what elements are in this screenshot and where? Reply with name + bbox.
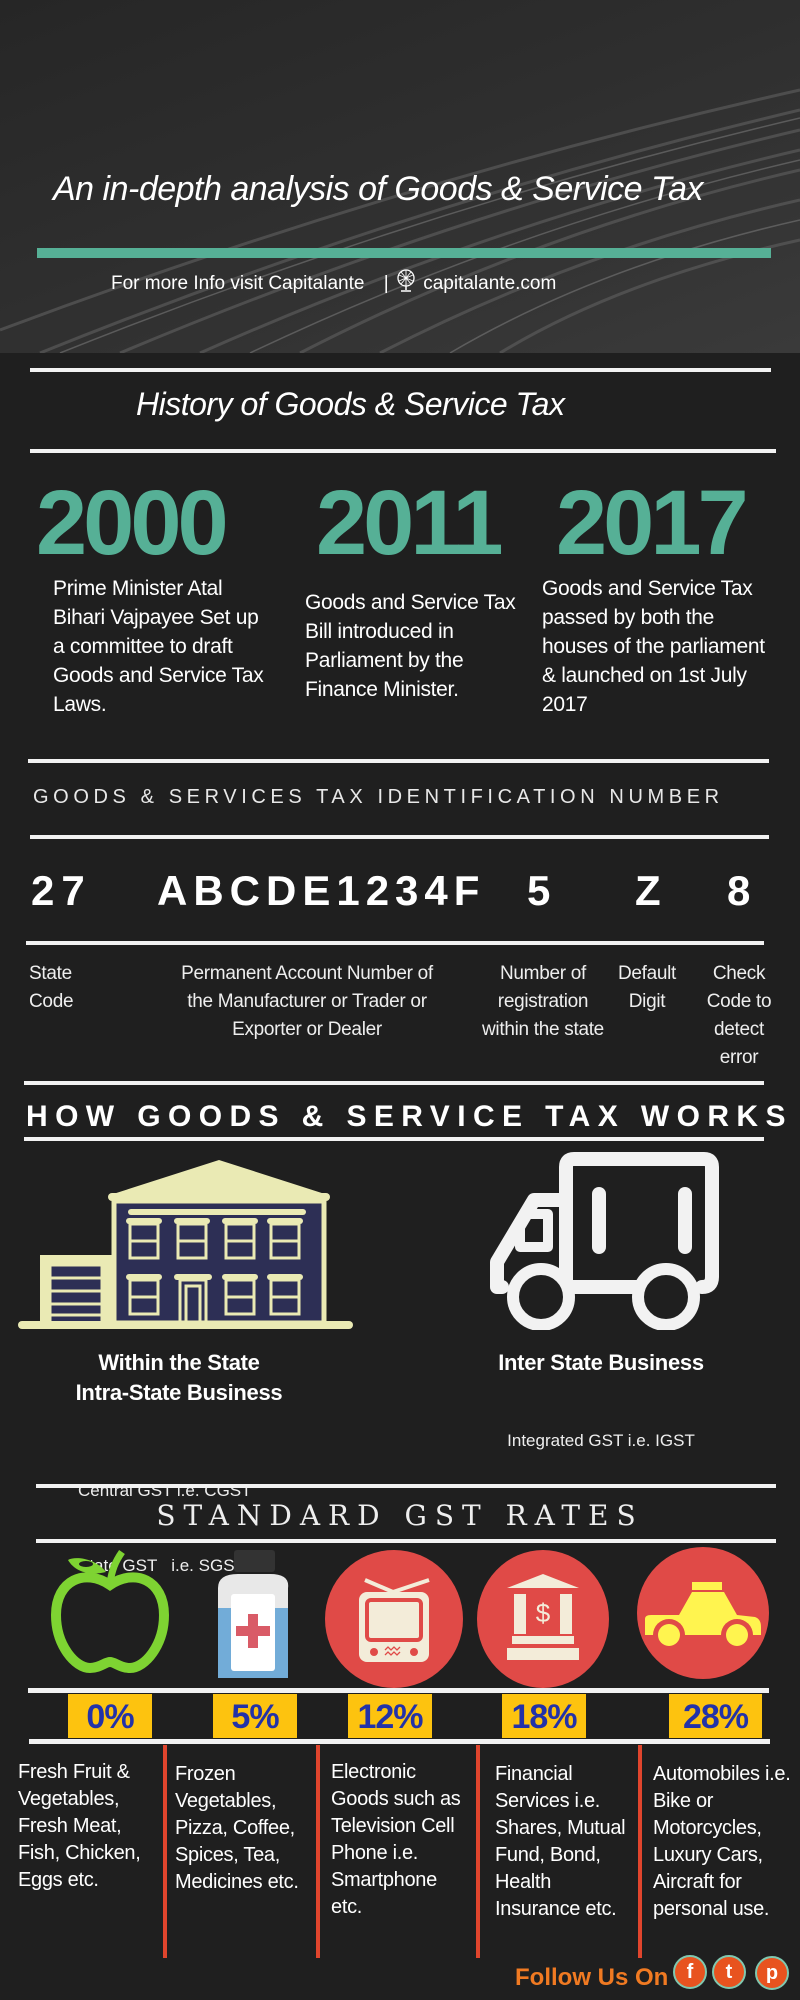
separator: | — [383, 273, 389, 295]
history-text-2000: Prime Minister Atal Bihari Vajpayee Set … — [53, 577, 264, 716]
how-title: HOW GOODS & SERVICE TAX WORKS — [26, 1100, 793, 1133]
rate-desc-12: Electronic Goods such as Television Cell… — [331, 1761, 461, 1918]
rate-desc-0: Fresh Fruit & Vegetables, Fresh Meat, Fi… — [18, 1761, 141, 1891]
pinterest-icon[interactable]: p — [755, 1956, 789, 1990]
intra-state-title: Within the State Intra-State Business — [29, 1348, 329, 1408]
divider — [30, 368, 771, 372]
history-title: History of Goods & Service Tax — [136, 386, 565, 422]
svg-text:$: $ — [536, 1598, 551, 1628]
divider — [28, 1688, 769, 1693]
intra-title-line1: Within the State — [98, 1350, 260, 1375]
gstin-code-check: 8 — [727, 867, 758, 914]
gstin-code-registration: 5 — [527, 867, 558, 914]
rate-badge-0: 0% — [68, 1694, 152, 1738]
facebook-icon[interactable]: f — [673, 1955, 707, 1989]
intra-title-line2: Intra-State Business — [75, 1380, 283, 1405]
car-icon — [637, 1547, 769, 1679]
column-divider — [316, 1745, 320, 1958]
history-text-2017: Goods and Service Tax passed by both the… — [542, 577, 765, 716]
divider — [28, 759, 769, 763]
column-divider — [476, 1745, 480, 1958]
medicine-bottle-icon — [218, 1550, 289, 1678]
inter-state-title: Inter State Business — [498, 1350, 704, 1375]
hero-banner: An in-depth analysis of Goods & Service … — [0, 0, 800, 353]
divider — [26, 941, 764, 945]
rate-badge-5: 5% — [213, 1694, 297, 1738]
rate-badge-12: 12% — [348, 1694, 432, 1738]
year-2017: 2017 — [556, 472, 749, 574]
info-line: For more Info visit Capitalante | capita… — [111, 269, 556, 299]
page-title: An in-depth analysis of Goods & Service … — [53, 170, 704, 208]
gstin-code-pan: ABCDE1234F — [157, 867, 486, 914]
apple-icon — [50, 1550, 170, 1674]
rate-desc-28: Automobiles i.e. Bike or Motorcycles, Lu… — [653, 1763, 791, 1920]
gstin-title: GOODS & SERVICES TAX IDENTIFICATION NUMB… — [33, 786, 724, 808]
divider — [29, 1739, 770, 1744]
twitter-icon[interactable]: t — [712, 1955, 746, 1989]
gstin-label-default: Default Digit — [617, 963, 677, 1012]
bank-icon: $ — [477, 1550, 609, 1688]
info-text: For more Info visit Capitalante — [111, 273, 365, 295]
rate-badge-28: 28% — [669, 1694, 762, 1738]
gstin-label-state: State Code — [29, 963, 74, 1012]
rate-desc-5: Frozen Vegetables, Pizza, Coffee, Spices… — [175, 1763, 299, 1893]
highway-background — [0, 88, 800, 353]
column-divider — [638, 1745, 642, 1958]
follow-us-label: Follow Us On — [515, 1964, 669, 1991]
divider — [24, 1081, 764, 1085]
year-2000: 2000 — [36, 472, 229, 574]
year-2011: 2011 — [316, 472, 504, 574]
gstin-label-pan: Permanent Account Number of the Manufact… — [181, 963, 433, 1040]
divider — [36, 1484, 776, 1488]
column-divider — [163, 1745, 167, 1958]
divider — [24, 1137, 764, 1141]
truck-icon — [490, 1152, 719, 1330]
building-icon — [18, 1160, 353, 1329]
television-icon — [325, 1550, 463, 1688]
gstin-code-state: 27 — [31, 867, 92, 914]
rate-desc-18: Financial Services i.e. Shares, Mutual F… — [495, 1763, 626, 1920]
website-link[interactable]: capitalante.com — [423, 273, 557, 295]
rates-title: STANDARD GST RATES — [156, 1499, 644, 1532]
divider — [36, 1539, 776, 1543]
gstin-label-registration: Number of registration within the state — [482, 963, 604, 1040]
gstin-code-default: Z — [635, 867, 668, 914]
gstin-label-check: Check Code to detect error — [706, 963, 772, 1068]
globe-icon — [396, 269, 416, 299]
history-text-2011: Goods and Service Tax Bill introduced in… — [305, 591, 516, 701]
rate-badge-18: 18% — [502, 1694, 586, 1738]
divider — [30, 835, 769, 839]
accent-bar — [37, 248, 771, 258]
divider — [30, 449, 776, 453]
igst-text: Integrated GST i.e. IGST — [507, 1431, 695, 1450]
